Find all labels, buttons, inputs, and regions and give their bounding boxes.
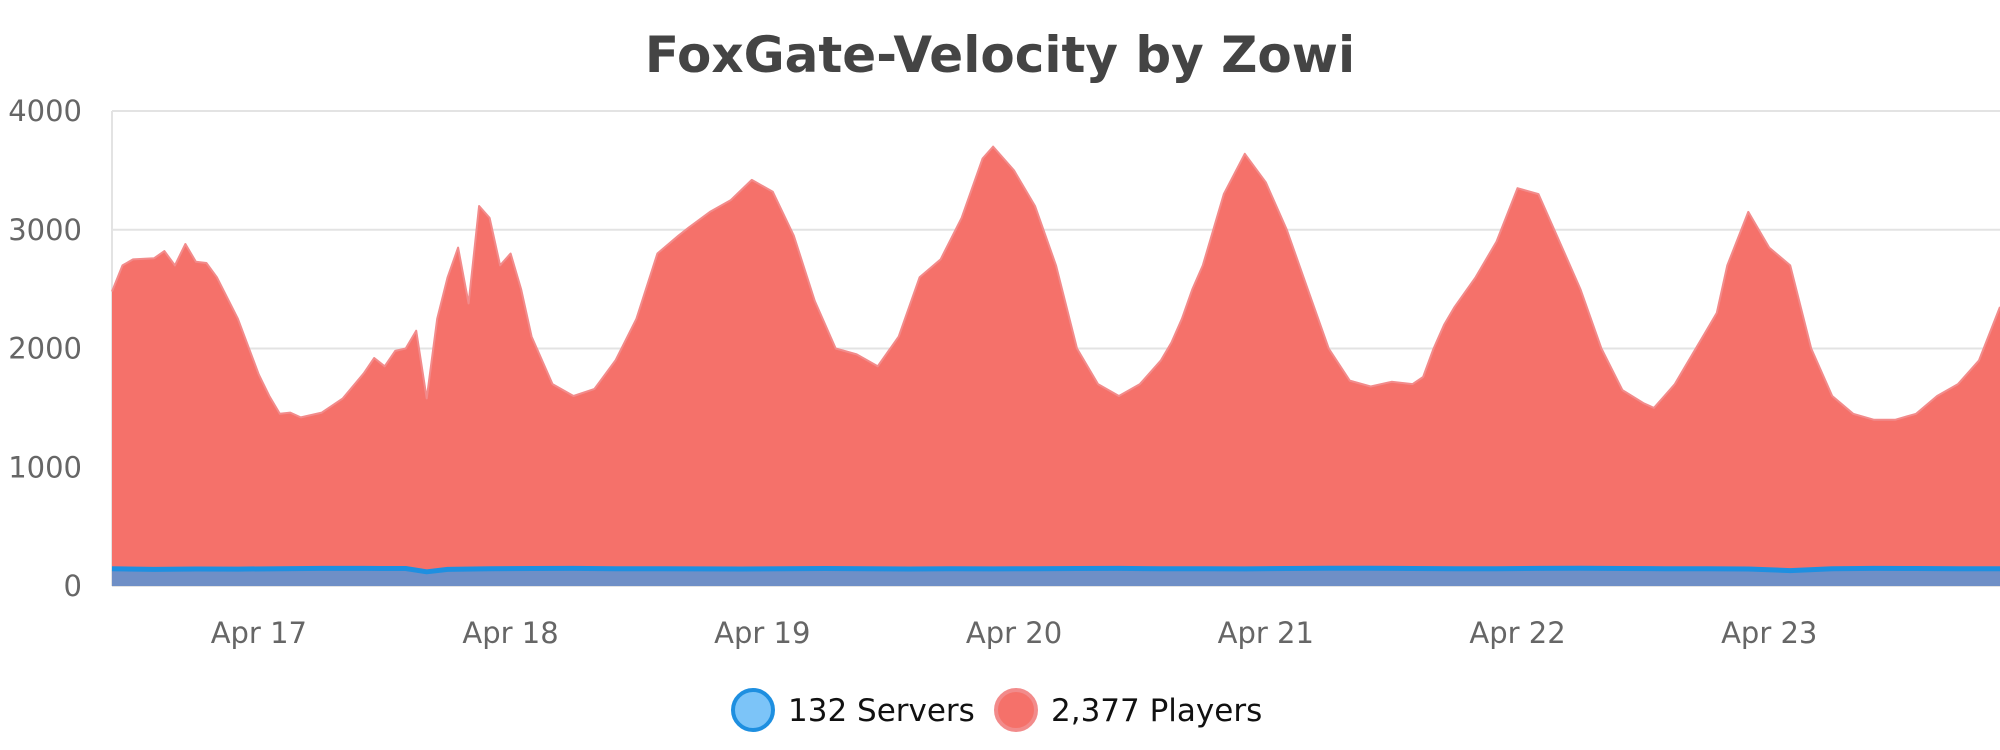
y-tick-label: 3000 xyxy=(8,213,82,247)
series-line-1 xyxy=(111,145,2000,421)
x-tick-labels: Apr 17 Apr 18 Apr 19 Apr 20 Apr 21 Apr 22 Apr … xyxy=(211,616,1818,650)
y-tick-label: 0 xyxy=(64,569,82,603)
x-tick-label: Apr 17 xyxy=(211,616,307,650)
series-area-0 xyxy=(112,568,2000,586)
y-tick-label: 2000 xyxy=(8,332,82,366)
x-tick-label: Apr 23 xyxy=(1721,616,1817,650)
legend[interactable]: 132 Servers 2,377 Players xyxy=(731,688,1262,732)
y-tick-labels: 0 1000 2000 3000 4000 xyxy=(8,94,82,603)
chart-title: FoxGate-Velocity by Zowi xyxy=(645,26,1355,84)
x-tick-label: Apr 22 xyxy=(1469,616,1565,650)
legend-marker xyxy=(731,688,775,732)
legend-label: 2,377 Players xyxy=(1051,693,1262,729)
plot-area xyxy=(111,145,2000,586)
legend-marker xyxy=(994,688,1038,732)
x-tick-label: Apr 21 xyxy=(1218,616,1314,650)
series-area-1 xyxy=(112,146,2000,586)
legend-item[interactable]: 132 Servers xyxy=(731,688,975,732)
legend-item[interactable]: 2,377 Players xyxy=(994,688,1262,732)
y-tick-label: 1000 xyxy=(8,450,82,484)
y-tick-label: 4000 xyxy=(8,94,82,128)
series-line-0 xyxy=(111,565,2000,575)
x-tick-label: Apr 20 xyxy=(966,616,1062,650)
legend-label: 132 Servers xyxy=(788,693,975,729)
x-tick-label: Apr 18 xyxy=(462,616,558,650)
x-tick-label: Apr 19 xyxy=(714,616,810,650)
